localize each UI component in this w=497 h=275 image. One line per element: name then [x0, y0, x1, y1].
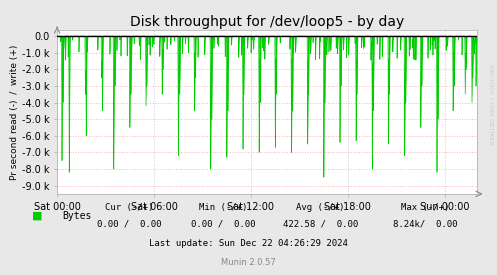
Title: Disk throughput for /dev/loop5 - by day: Disk throughput for /dev/loop5 - by day [130, 15, 404, 29]
Text: Last update: Sun Dec 22 04:26:29 2024: Last update: Sun Dec 22 04:26:29 2024 [149, 239, 348, 248]
Text: Bytes: Bytes [62, 211, 91, 221]
Text: 8.24k/  0.00: 8.24k/ 0.00 [393, 220, 457, 229]
Y-axis label: Pr second read (-)  /  write (+): Pr second read (-) / write (+) [10, 44, 19, 180]
Text: 0.00 /  0.00: 0.00 / 0.00 [191, 220, 256, 229]
Text: 0.00 /  0.00: 0.00 / 0.00 [97, 220, 162, 229]
Text: RRDTOOL / TOBI OETIKER: RRDTOOL / TOBI OETIKER [489, 64, 494, 145]
Text: ■: ■ [32, 211, 43, 221]
Text: Min (-/+): Min (-/+) [199, 203, 248, 212]
Text: Cur (-/+): Cur (-/+) [105, 203, 154, 212]
Text: Avg (-/+): Avg (-/+) [296, 203, 345, 212]
Text: Munin 2.0.57: Munin 2.0.57 [221, 258, 276, 267]
Text: Max (-/+): Max (-/+) [401, 203, 449, 212]
Text: 422.58 /  0.00: 422.58 / 0.00 [283, 220, 358, 229]
